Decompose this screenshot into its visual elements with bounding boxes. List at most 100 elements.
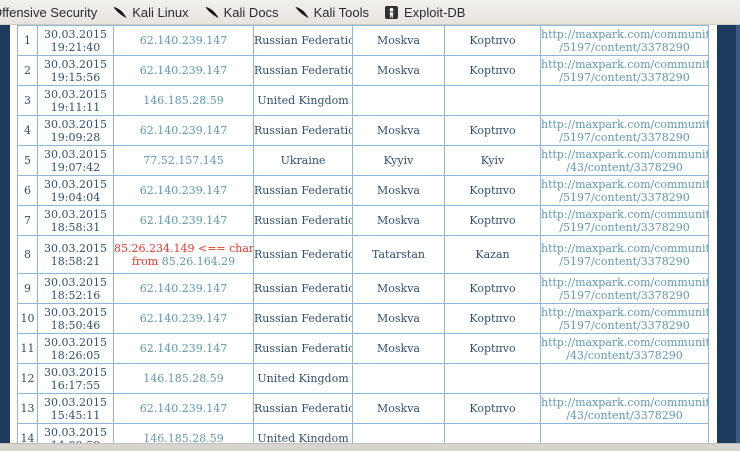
kali-dragon-icon bbox=[113, 5, 127, 19]
ip-text: 146.185.28.59 bbox=[143, 94, 224, 107]
cell-city: Koptпvo bbox=[444, 303, 541, 334]
ip-text: 62.140.239.147 bbox=[139, 64, 228, 77]
cell-region: Moskva bbox=[352, 205, 445, 236]
cell-datetime: 30.03.2015 16:17:55 bbox=[37, 363, 114, 394]
url-line-1: http://maxpark.com/community bbox=[541, 335, 709, 349]
ip-text: 146.185.28.59 bbox=[143, 432, 224, 443]
cell-ip: 62.140.239.147 bbox=[113, 303, 254, 334]
cell-url bbox=[540, 363, 709, 394]
cell-city: Koptпvo bbox=[444, 333, 541, 364]
bookmark-label: Kali Linux bbox=[132, 4, 189, 20]
cell-datetime: 30.03.2015 18:26:05 bbox=[37, 333, 114, 364]
row-number: 12 bbox=[17, 363, 38, 394]
cell-url bbox=[540, 423, 709, 443]
cell-datetime: 30.03.2015 19:07:42 bbox=[37, 145, 114, 176]
time-text: 19:11:11 bbox=[50, 100, 101, 114]
url-link[interactable]: http://maxpark.com/community /5197/conte… bbox=[542, 28, 708, 54]
table-row: 12 30.03.2015 16:17:55 146.185.28.59 Uni… bbox=[17, 363, 709, 394]
cell-region: Kyyiv bbox=[352, 145, 445, 176]
url-link[interactable]: http://maxpark.com/community /43/content… bbox=[541, 335, 709, 362]
url-link[interactable]: http://maxpark.com/community /5197/conte… bbox=[541, 57, 709, 84]
cell-url: http://maxpark.com/community /43/content… bbox=[540, 393, 709, 424]
bookmark-label: Kali Docs bbox=[223, 4, 279, 20]
bookmark-label: Offensive Security bbox=[0, 4, 98, 20]
row-number: 3 bbox=[17, 85, 38, 116]
time-text: 18:52:16 bbox=[50, 288, 101, 302]
url-link[interactable]: http://maxpark.com/community /43/content… bbox=[541, 395, 709, 422]
date-text: 30.03.2015 bbox=[44, 147, 107, 161]
bookmark-offensive-security[interactable]: Offensive Security bbox=[0, 5, 97, 20]
cell-url: http://maxpark.com/community /5197/conte… bbox=[540, 25, 709, 56]
bookmark-label: Exploit-DB bbox=[403, 4, 466, 20]
time-text: 15:45:11 bbox=[50, 408, 101, 422]
date-text: 30.03.2015 bbox=[44, 177, 107, 191]
url-link[interactable]: http://maxpark.com/community /43/content… bbox=[542, 148, 708, 174]
time-text: 14:08:59 bbox=[39, 439, 113, 444]
cell-ip: 146.185.28.59 bbox=[113, 423, 254, 443]
cell-region: Tatarstan bbox=[352, 235, 445, 274]
date-text: 30.03.2015 bbox=[44, 117, 107, 131]
cell-country: Russian Federation bbox=[253, 333, 353, 364]
bookmark-kali-linux[interactable]: Kali Linux bbox=[113, 4, 189, 20]
cell-city bbox=[444, 85, 541, 116]
cell-city: Koptпvo bbox=[444, 393, 541, 424]
url-line-1: http://maxpark.com/community bbox=[541, 57, 709, 71]
cell-country: Russian Federation bbox=[253, 25, 353, 56]
ip-changed-line: 85.26.234.149 <== changed bbox=[114, 241, 253, 255]
table-row: 5 30.03.2015 19:07:42 77.52.157.145 Ukra… bbox=[17, 145, 709, 176]
bookmark-exploit-db[interactable]: Exploit-DB bbox=[385, 5, 465, 20]
cell-url: http://maxpark.com/community /5197/conte… bbox=[540, 303, 709, 334]
cell-datetime: 30.03.2015 14:08:59 bbox=[37, 423, 114, 444]
cell-city: Koptпvo bbox=[444, 115, 541, 146]
cell-country: Russian Federation bbox=[253, 235, 353, 274]
cell-datetime: 30.03.2015 19:15:56 bbox=[37, 55, 114, 86]
page-content: 1 30.03.2015 19:21:40 62.140.239.147 Rus… bbox=[0, 25, 740, 443]
url-line-1: http://maxpark.com/community bbox=[541, 207, 709, 221]
row-number: 14 bbox=[17, 423, 38, 443]
time-text: 19:09:28 bbox=[50, 130, 101, 144]
cell-datetime: 30.03.2015 18:52:16 bbox=[37, 273, 114, 304]
url-link[interactable]: http://maxpark.com/community /5197/conte… bbox=[541, 241, 709, 268]
url-link[interactable]: http://maxpark.com/community /5197/conte… bbox=[541, 117, 709, 144]
table-row: 6 30.03.2015 19:04:04 62.140.239.147 Rus… bbox=[17, 175, 709, 206]
url-line-1: http://maxpark.com/community bbox=[541, 241, 709, 255]
date-text: 30.03.2015 bbox=[44, 395, 107, 409]
url-line-1: http://maxpark.com/community bbox=[541, 177, 709, 191]
ip-text: 62.140.239.147 bbox=[139, 402, 228, 415]
cell-ip: 146.185.28.59 bbox=[113, 363, 254, 394]
url-link[interactable]: http://maxpark.com/community /5197/conte… bbox=[541, 207, 709, 234]
ip-text: 77.52.157.145 bbox=[143, 154, 224, 167]
cell-region bbox=[352, 85, 445, 116]
cell-url: http://maxpark.com/community /43/content… bbox=[540, 333, 709, 364]
date-text: 30.03.2015 bbox=[44, 275, 107, 289]
time-text: 16:17:55 bbox=[50, 378, 101, 392]
date-text: 30.03.2015 bbox=[44, 365, 107, 379]
url-line-1: http://maxpark.com/community bbox=[541, 117, 709, 131]
url-link[interactable]: http://maxpark.com/community /5197/conte… bbox=[541, 275, 709, 302]
cell-url: http://maxpark.com/community /5197/conte… bbox=[540, 205, 709, 236]
cell-url: http://maxpark.com/community /5197/conte… bbox=[540, 115, 709, 146]
cell-url: http://maxpark.com/community /5197/conte… bbox=[540, 55, 709, 86]
url-link[interactable]: http://maxpark.com/community /5197/conte… bbox=[541, 305, 709, 332]
cell-region bbox=[352, 363, 445, 394]
cell-ip: 85.26.234.149 <== changed from 85.26.164… bbox=[113, 235, 254, 274]
url-link[interactable]: http://maxpark.com/community /5197/conte… bbox=[541, 177, 709, 204]
cell-datetime: 30.03.2015 18:58:31 bbox=[37, 205, 114, 236]
ip-text: 146.185.28.59 bbox=[143, 372, 224, 385]
url-line-1: http://maxpark.com/community bbox=[541, 395, 709, 409]
cell-city: Koptпvo bbox=[444, 273, 541, 304]
cell-country: United Kingdom bbox=[253, 85, 353, 116]
row-number: 8 bbox=[17, 235, 38, 274]
bookmark-kali-docs[interactable]: Kali Docs bbox=[205, 5, 279, 20]
url-line-1: http://maxpark.com/community bbox=[541, 305, 709, 319]
table-row: 2 30.03.2015 19:15:56 62.140.239.147 Rus… bbox=[17, 55, 709, 86]
exploit-db-icon bbox=[385, 5, 399, 19]
cell-country: Russian Federation bbox=[253, 55, 353, 86]
cell-region: Moskva bbox=[352, 333, 445, 364]
bookmark-kali-tools[interactable]: Kali Tools bbox=[295, 5, 369, 20]
row-number: 13 bbox=[17, 393, 38, 424]
cell-city: Kyiv bbox=[444, 145, 541, 176]
url-line-1: http://maxpark.com/community bbox=[541, 275, 709, 289]
time-text: 19:07:42 bbox=[50, 160, 101, 174]
scrollbar[interactable] bbox=[736, 25, 740, 443]
